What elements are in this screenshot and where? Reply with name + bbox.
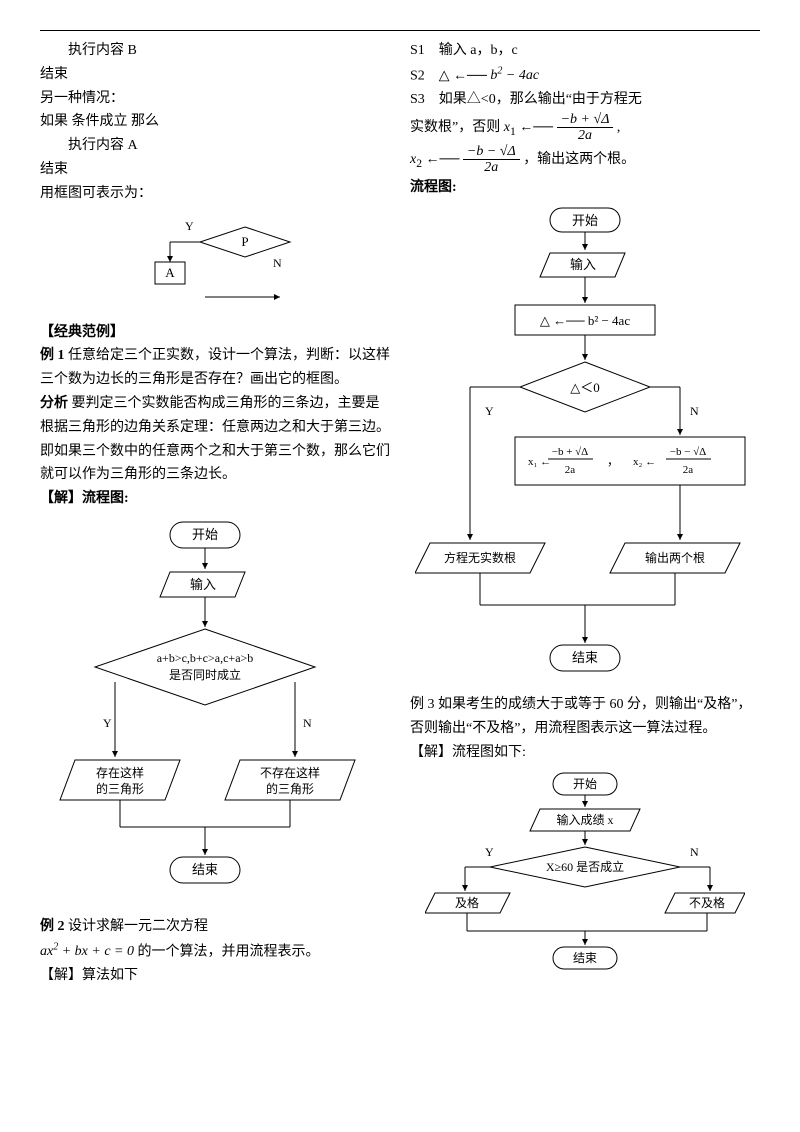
example-3: 例 3 如果考生的成绩大于或等于 60 分，则输出“及格”，否则输出“不及格”，… — [410, 693, 760, 741]
svg-text:Y: Y — [185, 219, 194, 233]
solution-heading: 【解】算法如下 — [40, 964, 390, 988]
svg-text:结束: 结束 — [572, 650, 598, 665]
text-line: 用框图可表示为： — [40, 182, 390, 206]
svg-text:a+b>c,b+c>a,c+a>b: a+b>c,b+c>a,c+a>b — [157, 651, 254, 665]
svg-text:x₁ ←: x₁ ← — [528, 456, 551, 468]
svg-text:的三角形: 的三角形 — [266, 781, 314, 796]
svg-text:结束: 结束 — [573, 951, 597, 965]
svg-text:及格: 及格 — [455, 895, 479, 910]
svg-text:Y: Y — [485, 845, 494, 859]
top-rule — [40, 30, 760, 31]
svg-text:输入: 输入 — [190, 577, 216, 592]
analysis: 分析 要判定三个实数能否构成三角形的三条边，主要是根据三角形的边角关系定理：任意… — [40, 392, 390, 487]
svg-text:N: N — [303, 716, 312, 730]
flowchart-heading: 流程图: — [410, 176, 760, 200]
svg-text:结束: 结束 — [192, 862, 218, 877]
svg-text:开始: 开始 — [573, 777, 597, 791]
flowchart-grade: 开始 输入成绩 x X≥60 是否成立 Y N 及格 不及格 结束 — [425, 771, 745, 971]
text-line: 如果 条件成立 那么 — [40, 110, 390, 134]
right-column: S1 输入 a，b，c S2 △ ←── b2 − 4ac S3 如果△<0，那… — [410, 39, 760, 988]
svg-text:方程无实数根: 方程无实数根 — [444, 550, 516, 565]
step-line: S2 △ ←── b2 − 4ac — [410, 63, 760, 88]
svg-text:输出两个根: 输出两个根 — [645, 550, 705, 565]
text-line: 结束 — [40, 63, 390, 87]
svg-text:2a: 2a — [683, 464, 694, 476]
text-line: 另一种情况： — [40, 87, 390, 111]
text-line: 结束 — [40, 158, 390, 182]
svg-text:−b − √Δ: −b − √Δ — [670, 446, 707, 458]
two-column-layout: 执行内容 B 结束 另一种情况： 如果 条件成立 那么 执行内容 A 结束 用框… — [40, 39, 760, 988]
svg-text:2a: 2a — [565, 464, 576, 476]
svg-text:△ ←── b² − 4ac: △ ←── b² − 4ac — [540, 313, 630, 328]
svg-text:N: N — [690, 845, 699, 859]
step-line: x2 ←── −b − √Δ2a ，输出这两个根。 — [410, 144, 760, 176]
svg-text:开始: 开始 — [192, 527, 218, 542]
flowchart-triangle: 开始 输入 a+b>c,b+c>a,c+a>b 是否同时成立 Y N 存在这样 … — [55, 517, 375, 897]
svg-text:△＜0: △＜0 — [570, 380, 600, 395]
equation-line: ax2 + bx + c = 0 的一个算法，并用流程表示。 — [40, 939, 390, 964]
text-line: 执行内容 B — [40, 39, 390, 63]
svg-text:−b + √Δ: −b + √Δ — [552, 446, 589, 458]
svg-text:不存在这样: 不存在这样 — [260, 765, 320, 780]
svg-text:A: A — [165, 265, 175, 280]
mini-flow-diagram: P Y A N — [115, 212, 315, 307]
svg-text:N: N — [690, 404, 699, 418]
section-heading: 【经典范例】 — [40, 321, 390, 345]
step-line: 实数根”，否则 x1 ←── −b + √Δ2a , — [410, 112, 760, 144]
svg-text:x₂ ←: x₂ ← — [633, 456, 656, 468]
svg-text:Y: Y — [103, 716, 112, 730]
svg-text:不及格: 不及格 — [689, 895, 725, 910]
svg-text:开始: 开始 — [572, 213, 598, 228]
svg-text:是否同时成立: 是否同时成立 — [169, 667, 241, 682]
example-1: 例 1 任意给定三个正实数，设计一个算法，判断：以这样三个数为边长的三角形是否存… — [40, 344, 390, 392]
text-line: 执行内容 A — [40, 134, 390, 158]
example-2: 例 2 设计求解一元二次方程 — [40, 915, 390, 939]
svg-text:Y: Y — [485, 404, 494, 418]
flowchart-quadratic: 开始 输入 △ ←── b² − 4ac △＜0 Y N −b + √Δ 2a … — [415, 205, 755, 685]
svg-text:输入成绩 x: 输入成绩 x — [556, 812, 613, 827]
step-line: S3 如果△<0，那么输出“由于方程无 — [410, 88, 760, 112]
left-column: 执行内容 B 结束 另一种情况： 如果 条件成立 那么 执行内容 A 结束 用框… — [40, 39, 390, 988]
svg-text:P: P — [241, 234, 248, 249]
svg-text:输入: 输入 — [570, 257, 596, 272]
svg-text:N: N — [273, 256, 282, 270]
svg-text:X≥60 是否成立: X≥60 是否成立 — [546, 859, 624, 874]
svg-text:，: ， — [607, 454, 619, 468]
svg-text:存在这样: 存在这样 — [96, 765, 144, 780]
solution-heading: 【解】流程图如下: — [410, 741, 760, 765]
solution-heading: 【解】流程图: — [40, 487, 390, 511]
step-line: S1 输入 a，b，c — [410, 39, 760, 63]
svg-text:的三角形: 的三角形 — [96, 781, 144, 796]
